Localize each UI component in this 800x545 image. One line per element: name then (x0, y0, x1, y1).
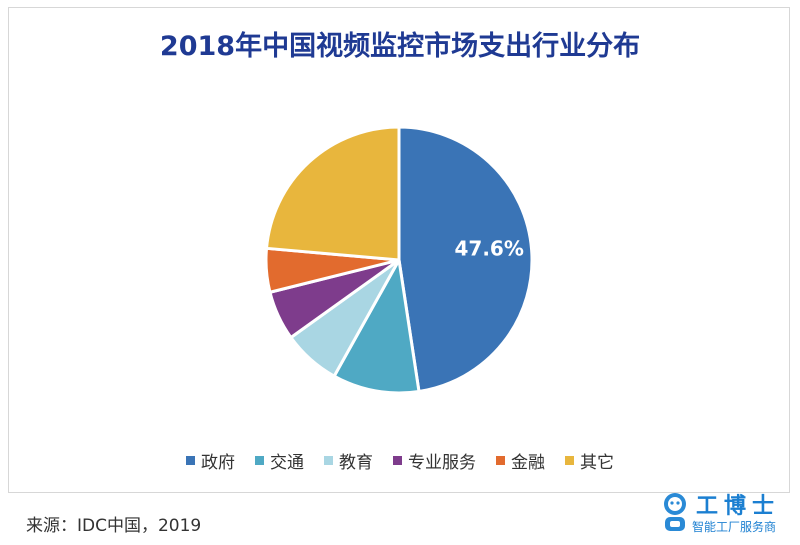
legend-item-2: 交通 (255, 448, 304, 473)
pie-labels: 47.6% (454, 237, 523, 261)
pie-slices (264, 125, 534, 395)
legend-swatch (186, 456, 195, 465)
legend-label: 金融 (511, 453, 545, 473)
brand-tagline: 智能工厂服务商 (692, 520, 777, 534)
legend-item-4: 专业服务 (393, 448, 476, 473)
legend-swatch (324, 456, 333, 465)
pie-data-label-1: 47.6% (454, 237, 523, 261)
legend-label: 教育 (339, 453, 373, 473)
legend-swatch (496, 456, 505, 465)
legend-item-3: 教育 (324, 448, 373, 473)
legend-swatch (565, 456, 574, 465)
legend-item-1: 政府 (186, 448, 235, 473)
source-note: 来源：IDC中国，2019 (26, 516, 202, 536)
legend-swatch (393, 456, 402, 465)
legend-label: 其它 (580, 453, 614, 473)
legend-label: 政府 (201, 453, 235, 473)
pie-slice-2 (332, 255, 421, 395)
chart-title: 2018年中国视频监控市场支出行业分布 (159, 31, 641, 62)
legend-label: 专业服务 (408, 453, 476, 473)
legend-swatch (255, 456, 264, 465)
pie-slice-6 (264, 125, 401, 262)
legend-item-5: 金融 (496, 448, 545, 473)
brand-name: 工博士 (696, 494, 781, 519)
robot-mascot-icon (664, 493, 686, 531)
legend-label: 交通 (270, 453, 304, 473)
pie-slice-1 (397, 125, 534, 394)
watermark-brand: 工博士 智能工厂服务商 (656, 488, 796, 540)
legend-item-6: 其它 (565, 448, 614, 473)
chart-legend: 政府 交通 教育 专业服务 金融 其它 (0, 448, 800, 473)
